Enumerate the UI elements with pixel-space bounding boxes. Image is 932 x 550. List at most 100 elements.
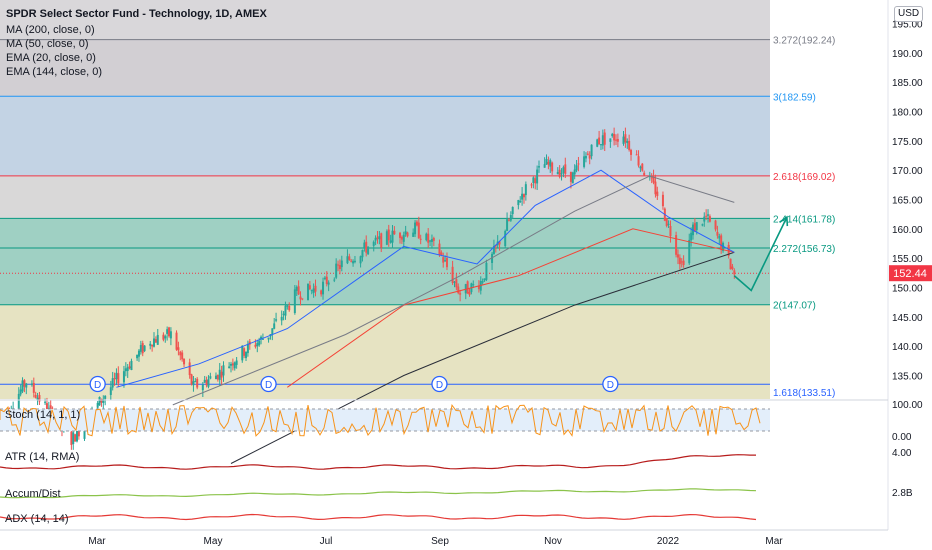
candle-body <box>76 427 78 442</box>
candle-body <box>325 276 328 284</box>
indicator-ema20-label[interactable]: EMA (20, close, 0) <box>6 52 96 64</box>
candle-body <box>389 240 392 243</box>
ma-line-3 <box>172 175 735 406</box>
candle-body <box>214 375 217 380</box>
candle-body <box>524 184 527 196</box>
candle-body <box>196 378 199 388</box>
candle-body <box>534 178 537 184</box>
dividend-marker <box>431 375 448 393</box>
candle-body <box>577 163 580 165</box>
candle-body <box>601 135 604 146</box>
projection-line <box>733 216 788 292</box>
candle-body <box>258 340 261 346</box>
time-tick-label: Jul <box>320 536 333 547</box>
candle-body <box>404 231 407 235</box>
candle-body <box>348 256 351 260</box>
time-axis: Mar May Jul Sep Nov 2022 Mar <box>0 529 888 547</box>
candle-body <box>414 222 417 235</box>
candle-body <box>519 200 522 203</box>
dividend-marker <box>89 375 106 393</box>
price-tick-label: 135.00 <box>892 372 923 383</box>
candle-body <box>230 363 232 366</box>
candle-body <box>615 139 617 141</box>
candle-body <box>485 262 488 280</box>
candle-body <box>175 332 178 350</box>
fib-band-low <box>0 304 770 399</box>
candle-body <box>688 239 691 264</box>
candle-body <box>705 215 708 217</box>
candle-body <box>246 343 249 354</box>
price-tick-label: 180.00 <box>892 107 923 118</box>
price-tick-label: 195.00 <box>892 19 923 30</box>
candle-body <box>543 164 546 168</box>
candle-body <box>517 200 520 206</box>
candle-body <box>275 319 278 321</box>
dividend-marker-label: D <box>607 380 614 391</box>
currency-badge[interactable]: USD <box>894 6 924 22</box>
dividend-marker-label: D <box>265 380 272 391</box>
candle-body <box>506 219 509 231</box>
candle-body <box>455 279 458 288</box>
candle-body <box>718 235 721 239</box>
candle-body <box>346 256 349 264</box>
candle-body <box>367 246 370 255</box>
candle-body <box>545 159 548 165</box>
candle-body <box>181 352 184 360</box>
candle-body <box>74 434 77 442</box>
candle-body <box>216 375 219 380</box>
candle-body <box>117 373 120 384</box>
candle-body <box>233 362 236 369</box>
candle-body <box>599 144 602 146</box>
candle-body <box>504 230 507 247</box>
candle-body <box>164 336 167 339</box>
candle-body <box>183 358 186 365</box>
candle-body <box>427 233 430 243</box>
price-tick-label: 150.00 <box>892 284 923 295</box>
adx-label: ADX (14, 14) <box>5 513 69 525</box>
candle-body <box>714 220 717 230</box>
candle-body <box>177 347 180 351</box>
candle-body <box>453 281 456 283</box>
candle-body <box>218 369 221 380</box>
candle-body <box>32 382 35 393</box>
candle-body <box>675 235 678 255</box>
candle-body <box>701 224 704 226</box>
indicator-ema144-label[interactable]: EMA (144, close, 0) <box>6 66 102 78</box>
candle-body <box>573 169 576 175</box>
candle-body <box>438 243 441 255</box>
candle-body <box>727 244 730 256</box>
candle-body <box>36 397 39 401</box>
candle-body <box>83 424 86 439</box>
indicator-ma200-label[interactable]: MA (200, close, 0) <box>6 24 95 36</box>
candle-body <box>352 261 355 264</box>
candle-body <box>353 260 356 263</box>
fib-band-green <box>0 218 770 305</box>
candle-body <box>661 194 664 207</box>
price-tick-label: 140.00 <box>892 342 923 353</box>
candle-body <box>205 380 208 386</box>
atr-label: ATR (14, RMA) <box>5 451 79 463</box>
candle-body <box>154 339 157 343</box>
candle-body <box>669 225 672 237</box>
candle-body <box>586 153 589 155</box>
dividend-marker <box>260 375 277 393</box>
candle-body <box>45 403 48 413</box>
candle-body <box>603 132 606 145</box>
candle-body <box>708 216 711 222</box>
candle-body <box>464 284 467 294</box>
fib-level-label: 2.618(169.02) <box>773 172 835 183</box>
candle-body <box>314 285 317 292</box>
candle-body <box>102 399 105 403</box>
candle-body <box>280 316 283 321</box>
candle-body <box>536 169 539 184</box>
candle-body <box>507 219 510 221</box>
indicator-ma50-label[interactable]: MA (50, close, 0) <box>6 38 89 50</box>
candle-body <box>380 233 383 248</box>
candle-body <box>307 283 309 301</box>
candle-body <box>235 360 238 365</box>
candle-body <box>680 261 683 263</box>
candle-body <box>399 232 402 238</box>
atr-axis-label: 4.00 <box>892 448 912 459</box>
